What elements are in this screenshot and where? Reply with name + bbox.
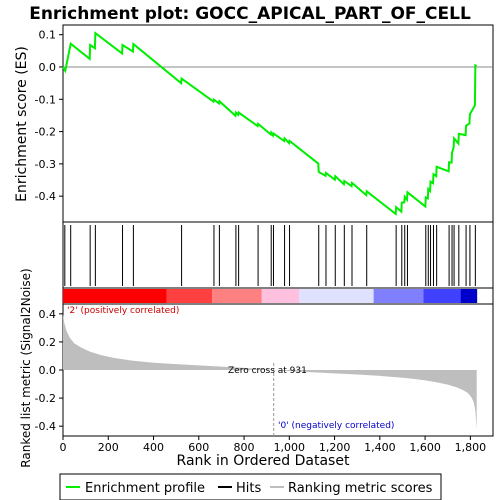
enrichment-profile-line — [62, 31, 478, 216]
heatmap-segment — [212, 289, 262, 303]
x-tick-label: 1,400 — [364, 441, 396, 454]
metric-y-tick-label: 0.2 — [39, 336, 57, 349]
legend-hits-label: Hits — [236, 481, 261, 496]
legend-enrichment-label: Enrichment profile — [85, 481, 205, 496]
es-y-tick-label: -0.3 — [35, 158, 56, 171]
es-y-tick-label: -0.2 — [35, 126, 56, 139]
es-y-tick-label: -0.1 — [35, 93, 56, 106]
metric-y-tick-label: 0.0 — [39, 364, 57, 377]
zero-cross-label: Zero cross at 931 — [228, 366, 307, 376]
x-tick-label: 200 — [98, 441, 119, 454]
metric-y-tick-label: 0.4 — [39, 308, 57, 321]
metric-y-axis-label: Ranked list metric (Signal2Noise) — [19, 268, 33, 467]
es-y-axis-label: Enrichment score (ES) — [14, 46, 30, 202]
heatmap-segment — [460, 289, 478, 303]
es-y-tick-label: 0.1 — [39, 29, 57, 42]
x-tick-label: 1,000 — [274, 441, 306, 454]
x-tick-label: 1,600 — [409, 441, 441, 454]
heatmap-segment — [423, 289, 461, 303]
hits-panel-frame — [62, 221, 494, 289]
x-tick-label: 1,800 — [455, 441, 487, 454]
x-tick-label: 800 — [234, 441, 255, 454]
x-tick-label: 600 — [188, 441, 209, 454]
es-panel-frame — [62, 24, 494, 223]
metric-y-tick-label: -0.2 — [35, 392, 56, 405]
heatmap-segment — [63, 289, 167, 303]
x-tick-label: 400 — [143, 441, 164, 454]
es-y-axis: 0.1 0.0 -0.1 -0.2 -0.3 -0.4 — [35, 29, 63, 203]
metric-y-tick-label: -0.4 — [35, 420, 56, 433]
ranking-metric-area — [63, 313, 477, 429]
legend: Enrichment profile Hits Ranking metric s… — [66, 481, 433, 496]
x-tick-label: 0 — [60, 441, 67, 454]
chart-title: Enrichment plot: GOCC_APICAL_PART_OF_CEL… — [29, 4, 471, 24]
heatmap-segment — [373, 289, 424, 303]
x-axis-label: Rank in Ordered Dataset — [177, 453, 350, 469]
es-y-tick-label: 0.0 — [39, 61, 57, 74]
heatmap-segment — [261, 289, 300, 303]
metric-y-axis: 0.4 0.2 0.0 -0.2 -0.4 — [35, 308, 63, 433]
x-tick-label: 1,200 — [319, 441, 351, 454]
hits-markers — [64, 225, 476, 286]
legend-metric-label: Ranking metric scores — [288, 481, 433, 496]
ranking-heatmap-bar — [63, 289, 478, 303]
positive-correlation-label: '2' (positively correlated) — [67, 306, 179, 316]
legend-box — [59, 473, 442, 500]
negative-correlation-label: '0' (negatively correlated) — [278, 421, 394, 431]
es-y-tick-label: -0.4 — [35, 190, 56, 203]
heatmap-segment — [166, 289, 213, 303]
heatmap-segment — [299, 289, 374, 303]
x-axis: 0 200 400 600 800 1,000 1,200 1,400 1,600 1,800 — [60, 436, 487, 454]
